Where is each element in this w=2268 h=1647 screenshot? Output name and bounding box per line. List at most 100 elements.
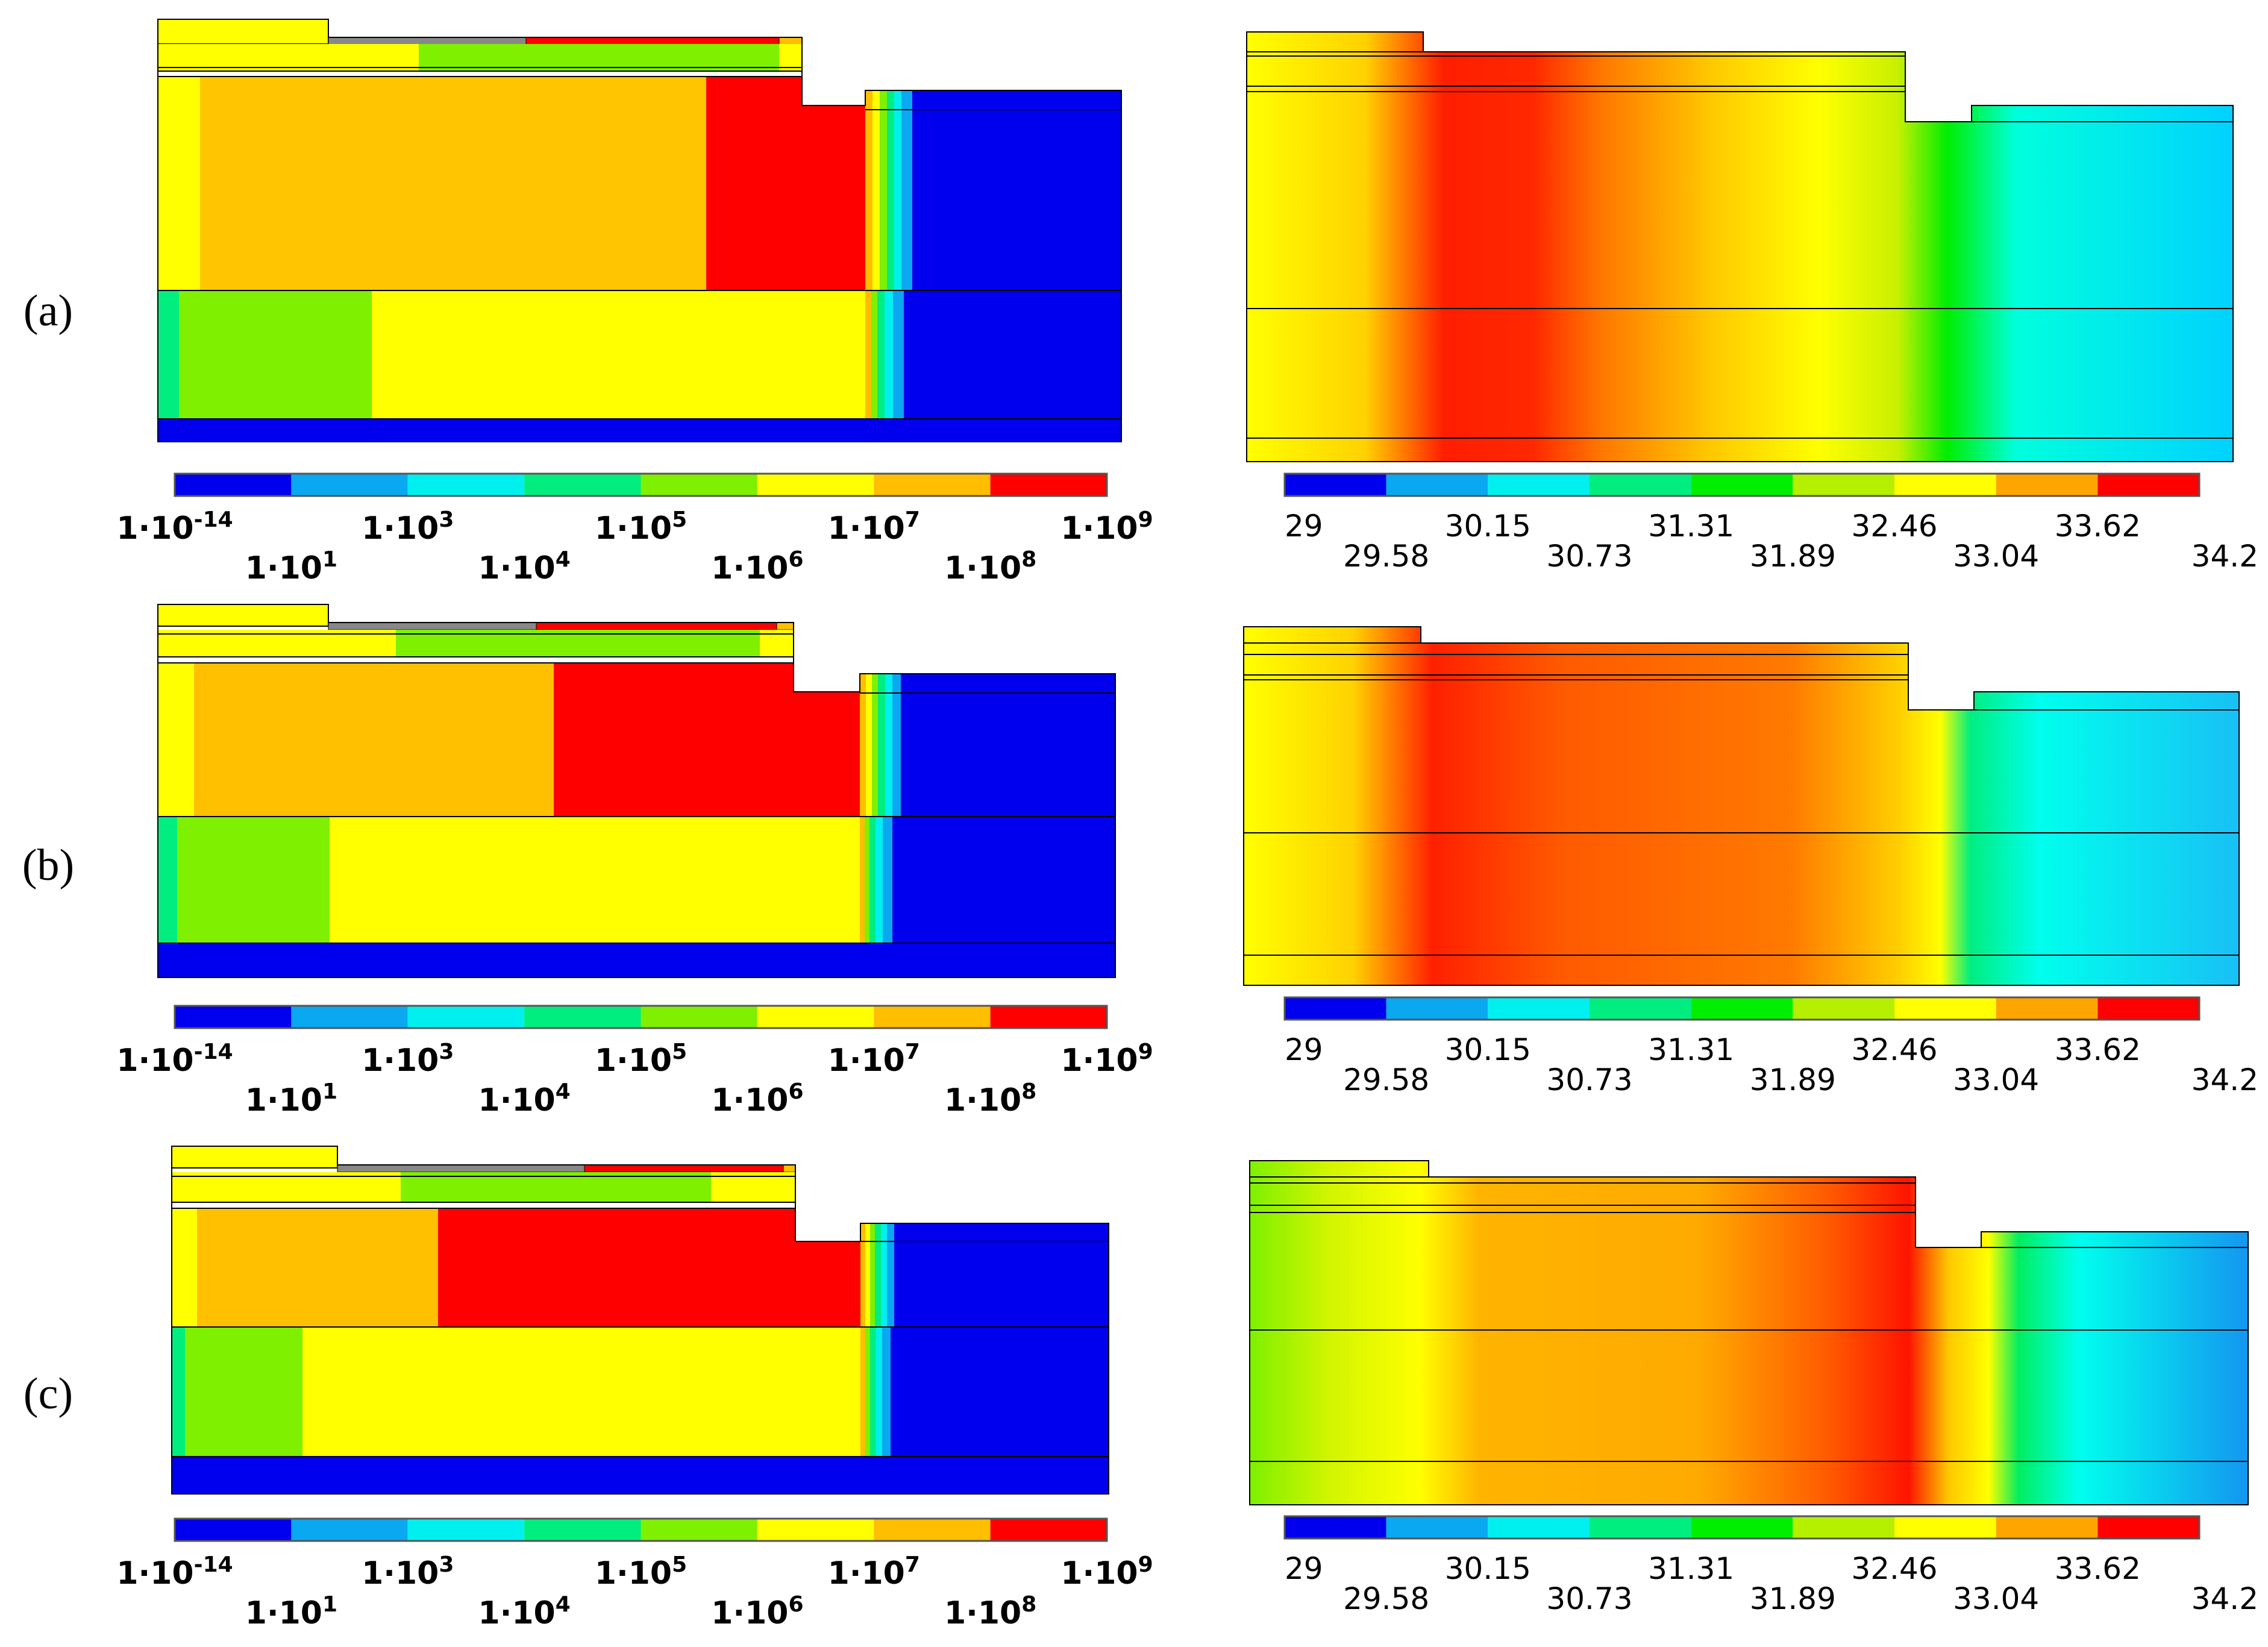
- left-colorbar-tick-label: 1·104: [478, 1079, 570, 1118]
- right-colorbar-a: 29 29.58 30.15 30.73 31.31 31.89 32.46 33.04 33.…: [1283, 472, 2258, 574]
- left-colorbar-segment: [175, 474, 292, 496]
- right-colorbar-c: 29 29.58 30.15 30.73 31.31 31.89 32.46 33.04 33.…: [1283, 1515, 2258, 1616]
- left-colorbar-tick-label: 1·103: [362, 507, 454, 547]
- right-colorbar-tick-label: 33.62: [2055, 1032, 2141, 1067]
- right-colorbar-segment: [1894, 1516, 1996, 1539]
- left-colorbar-tick-label: 1·106: [711, 1079, 803, 1118]
- left-colorbar-tick-label: 1·105: [595, 1552, 687, 1592]
- left-colorbar-segment: [175, 1519, 292, 1541]
- left-colorbar-a: 1·10-14 1·101 1·103 1·104 1·105 1·106 1·107 1·1…: [116, 472, 1153, 586]
- right-colorbar-segment: [1793, 997, 1894, 1020]
- right-colorbar-segment: [1793, 1516, 1894, 1539]
- right-colorbar-tick-label: 33.62: [2055, 509, 2141, 544]
- right-colorbar-tick-label: 33.04: [1953, 1581, 2039, 1616]
- right-colorbar-tick-label: 31.89: [1750, 1062, 1836, 1097]
- right-colorbar-segment: [2097, 997, 2199, 1020]
- left-colorbar-segment: [641, 1519, 757, 1541]
- right-colorbar-segment: [1285, 997, 1386, 1020]
- device-map-c: [171, 1146, 1109, 1495]
- right-colorbar-segment: [1793, 474, 1894, 496]
- right-colorbar-tick-label: 33.04: [1953, 1062, 2039, 1097]
- right-colorbar-segment: [2097, 474, 2199, 496]
- left-colorbar-segment: [874, 1006, 991, 1028]
- left-colorbar-tick-label: 1·108: [944, 1592, 1036, 1631]
- right-colorbar-tick-label: 32.46: [1851, 1551, 1937, 1586]
- left-colorbar-tick-label: 1·105: [595, 507, 687, 547]
- left-colorbar-tick-label: 1·101: [245, 547, 337, 586]
- left-colorbar-segment: [641, 474, 757, 496]
- right-colorbar-tick-label: 30.15: [1445, 1032, 1531, 1067]
- left-colorbar-segment: [407, 474, 525, 496]
- left-colorbar-tick-label: 1·10-14: [116, 507, 233, 547]
- left-colorbar-tick-label: 1·106: [711, 547, 803, 586]
- right-colorbar-tick-label: 33.04: [1953, 539, 2039, 574]
- row-label-c: (c): [23, 1369, 73, 1419]
- left-colorbar-tick-label: 1·107: [828, 507, 920, 547]
- left-colorbar-tick-label: 1·104: [478, 1592, 570, 1631]
- right-colorbar-tick-label: 29: [1285, 509, 1323, 544]
- left-colorbar-tick-label: 1·106: [711, 1592, 803, 1631]
- left-colorbar-segment: [524, 1519, 641, 1541]
- left-colorbar-tick-label: 1·103: [362, 1040, 454, 1079]
- left-colorbar-segment: [757, 1006, 874, 1028]
- right-colorbar-segment: [1285, 1516, 1386, 1539]
- left-colorbar-tick-label: 1·104: [478, 547, 570, 586]
- device-map-b: [157, 604, 1116, 978]
- right-colorbar-segment: [1996, 474, 2098, 496]
- right-colorbar-tick-label: 31.31: [1648, 509, 1734, 544]
- left-colorbar-segment: [757, 1519, 874, 1541]
- left-colorbar-segment: [990, 474, 1107, 496]
- right-colorbar-tick-label: 31.31: [1648, 1032, 1734, 1067]
- right-colorbar-tick-label: 29: [1285, 1551, 1323, 1586]
- left-colorbar-segment: [291, 1006, 408, 1028]
- right-colorbar-segment: [1691, 1516, 1793, 1539]
- right-colorbar-tick-label: 30.15: [1445, 1551, 1531, 1586]
- left-colorbar-tick-label: 1·108: [944, 1079, 1036, 1118]
- right-colorbar-segment: [1488, 997, 1590, 1020]
- left-colorbar-tick-label: 1·10-14: [116, 1040, 233, 1079]
- left-colorbar-segment: [874, 474, 991, 496]
- left-colorbar-c: 1·10-14 1·101 1·103 1·104 1·105 1·106 1·107 1·1…: [116, 1517, 1153, 1631]
- left-colorbar-b: 1·10-14 1·101 1·103 1·104 1·105 1·106 1·107 1·1…: [116, 1005, 1153, 1118]
- left-colorbar-segment: [874, 1519, 991, 1541]
- right-colorbar-tick-label: 31.31: [1648, 1551, 1734, 1586]
- right-colorbar-tick-label: 30.73: [1546, 1581, 1632, 1616]
- device-map-a: [157, 19, 1122, 442]
- right-colorbar-segment: [2097, 1516, 2199, 1539]
- left-colorbar-segment: [990, 1519, 1107, 1541]
- right-colorbar-tick-label: 30.73: [1546, 1062, 1632, 1097]
- right-colorbar-segment: [1488, 1516, 1590, 1539]
- right-colorbar-segment: [1590, 1516, 1691, 1539]
- left-colorbar-tick-label: 1·109: [1060, 507, 1153, 547]
- right-colorbar-segment: [1894, 474, 1996, 496]
- right-colorbar-tick-label: 34.2: [2191, 1581, 2258, 1616]
- right-colorbar-tick-label: 33.62: [2055, 1551, 2141, 1586]
- right-colorbar-tick-label: 29: [1285, 1032, 1323, 1067]
- right-colorbar-tick-label: 34.2: [2191, 1062, 2258, 1097]
- left-colorbar-tick-label: 1·107: [828, 1040, 920, 1079]
- right-colorbar-segment: [1590, 474, 1691, 496]
- right-colorbar-tick-label: 31.89: [1750, 539, 1836, 574]
- right-colorbar-tick-label: 32.46: [1851, 509, 1937, 544]
- temperature-map-b: [1243, 626, 2240, 986]
- right-colorbar-segment: [1691, 997, 1793, 1020]
- temperature-map-a: [1246, 31, 2234, 462]
- right-colorbar-tick-label: 30.15: [1445, 509, 1531, 544]
- left-colorbar-tick-label: 1·107: [828, 1552, 920, 1592]
- left-colorbar-segment: [291, 1519, 408, 1541]
- left-colorbar-tick-label: 1·105: [595, 1040, 687, 1079]
- right-colorbar-tick-label: 32.46: [1851, 1032, 1937, 1067]
- right-colorbar-segment: [1488, 474, 1590, 496]
- left-colorbar-tick-label: 1·103: [362, 1552, 454, 1592]
- left-colorbar-tick-label: 1·109: [1060, 1040, 1153, 1079]
- right-colorbar-tick-label: 29.58: [1343, 1581, 1429, 1616]
- right-colorbar-segment: [1590, 997, 1691, 1020]
- right-colorbar-tick-label: 29.58: [1343, 1062, 1429, 1097]
- left-colorbar-segment: [990, 1006, 1107, 1028]
- right-colorbar-segment: [1996, 1516, 2098, 1539]
- right-colorbar-segment: [1285, 474, 1386, 496]
- left-colorbar-segment: [291, 474, 408, 496]
- right-colorbar-tick-label: 31.89: [1750, 1581, 1836, 1616]
- left-colorbar-segment: [524, 474, 641, 496]
